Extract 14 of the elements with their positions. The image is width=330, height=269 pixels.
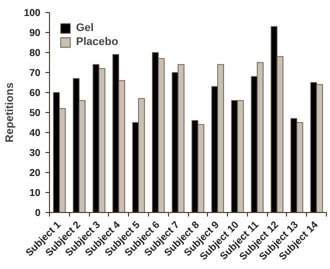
y-tick-label: 0 xyxy=(34,208,41,219)
y-tick-label: 40 xyxy=(29,128,41,139)
legend-label: Gel xyxy=(76,22,95,34)
y-tick-label: 60 xyxy=(29,88,41,99)
y-tick-label: 20 xyxy=(29,168,41,179)
y-tick-label: 100 xyxy=(24,8,41,19)
y-tick-label: 70 xyxy=(29,68,41,79)
y-tick-label: 80 xyxy=(29,48,41,59)
y-tick-label: 50 xyxy=(29,108,41,119)
y-axis-title: Repetitions xyxy=(4,82,16,142)
legend-label: Placebo xyxy=(76,36,118,48)
y-tick-label: 90 xyxy=(29,28,41,39)
y-tick-label: 30 xyxy=(29,148,41,159)
y-tick-label: 10 xyxy=(29,188,41,199)
